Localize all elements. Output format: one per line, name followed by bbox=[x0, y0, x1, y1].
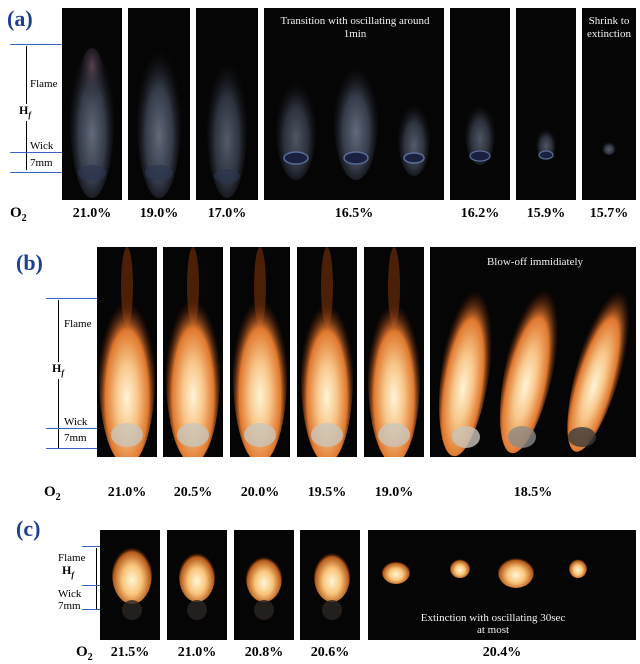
photo-a-7: Shrink to extinction bbox=[582, 8, 636, 200]
photo-c-5: Extinction with oscillating 30sec at mos… bbox=[368, 530, 636, 640]
hf-arrow-c bbox=[96, 548, 97, 610]
photo-a-3 bbox=[196, 8, 258, 200]
photo-a-6 bbox=[516, 8, 576, 200]
o2-label-b: O2 bbox=[44, 484, 61, 503]
o2-value-b-4: 19.5% bbox=[307, 485, 347, 500]
o2-o: O bbox=[10, 205, 22, 221]
hf-h-c: H bbox=[62, 563, 72, 577]
wick-bottom-marker bbox=[10, 172, 96, 173]
shrink-caption: Shrink to extinction bbox=[587, 15, 631, 40]
photo-c-3 bbox=[234, 530, 294, 640]
o2-value-a-2: 19.0% bbox=[139, 206, 179, 221]
photo-b-3 bbox=[230, 247, 290, 457]
photo-c-2 bbox=[167, 530, 227, 640]
o2-sub-b: 2 bbox=[55, 492, 61, 503]
photo-a-5 bbox=[450, 8, 510, 200]
o2-value-b-6: 18.5% bbox=[513, 485, 553, 500]
photo-c-1 bbox=[100, 530, 160, 640]
o2-value-b-5: 19.0% bbox=[374, 485, 414, 500]
wick-annotation-b: Wick bbox=[64, 416, 88, 428]
blowoff-caption: Blow-off immidiately bbox=[486, 256, 584, 268]
flame-annotation-b: Flame bbox=[64, 318, 92, 330]
panel-c-label: (c) bbox=[16, 516, 41, 541]
seven-mm-annotation-c: 7mm bbox=[58, 600, 81, 612]
photo-b-4 bbox=[297, 247, 357, 457]
flame-top-marker-b bbox=[46, 298, 132, 299]
o2-label-c: O2 bbox=[76, 644, 93, 663]
o2-value-a-3: 17.0% bbox=[207, 206, 247, 221]
o2-o-b: O bbox=[44, 484, 56, 500]
photo-c-4 bbox=[300, 530, 360, 640]
o2-value-a-7: 15.7% bbox=[589, 206, 629, 221]
o2-value-a-6: 15.9% bbox=[526, 206, 566, 221]
wick-top-marker bbox=[10, 152, 96, 153]
photo-a-2 bbox=[128, 8, 190, 200]
o2-value-c-3: 20.8% bbox=[244, 645, 284, 660]
o2-o-c: O bbox=[76, 644, 88, 660]
flame-annotation-c: Flame bbox=[58, 552, 86, 564]
panel-b-label: (b) bbox=[16, 250, 43, 275]
hf-annotation: Hf bbox=[19, 103, 32, 122]
wick-annotation-c: Wick bbox=[58, 588, 82, 600]
o2-value-b-3: 20.0% bbox=[240, 485, 280, 500]
photo-a-1 bbox=[62, 8, 122, 200]
photo-b-5 bbox=[364, 247, 424, 457]
extinction-caption: Extinction with oscillating 30sec at mos… bbox=[420, 612, 566, 636]
o2-value-a-1: 21.0% bbox=[72, 206, 112, 221]
hf-h-b: H bbox=[52, 361, 62, 375]
flame-annotation: Flame bbox=[30, 78, 58, 90]
o2-value-c-1: 21.5% bbox=[110, 645, 150, 660]
o2-sub: 2 bbox=[21, 213, 27, 224]
o2-value-c-5: 20.4% bbox=[482, 645, 522, 660]
photo-a-4: Transition with oscillating around 1min bbox=[264, 8, 444, 200]
hf-sub-b: f bbox=[61, 368, 65, 378]
o2-value-a-4: 16.5% bbox=[334, 206, 374, 221]
photo-b-2 bbox=[163, 247, 223, 457]
panel-a-label: (a) bbox=[7, 6, 33, 31]
o2-value-c-4: 20.6% bbox=[310, 645, 350, 660]
photo-b-1 bbox=[97, 247, 157, 457]
hf-h: H bbox=[19, 103, 29, 117]
seven-mm-annotation: 7mm bbox=[30, 157, 53, 169]
o2-label-a: O2 bbox=[10, 205, 27, 224]
o2-value-b-2: 20.5% bbox=[173, 485, 213, 500]
photo-b-6: Blow-off immidiately bbox=[430, 247, 636, 457]
o2-value-c-2: 21.0% bbox=[177, 645, 217, 660]
hf-annotation-b: Hf bbox=[52, 361, 65, 380]
transition-caption: Transition with oscillating around 1min bbox=[280, 15, 430, 40]
flame-top-marker bbox=[10, 44, 96, 45]
o2-value-a-5: 16.2% bbox=[460, 206, 500, 221]
seven-mm-annotation-b: 7mm bbox=[64, 432, 87, 444]
hf-sub: f bbox=[28, 110, 32, 120]
wick-annotation: Wick bbox=[30, 140, 54, 152]
wick-bottom-marker-b bbox=[46, 448, 132, 449]
wick-top-marker-b bbox=[46, 428, 132, 429]
hf-sub-c: f bbox=[71, 570, 75, 580]
o2-sub-c: 2 bbox=[87, 652, 93, 663]
o2-value-b-1: 21.0% bbox=[107, 485, 147, 500]
hf-annotation-c: Hf bbox=[62, 564, 74, 581]
